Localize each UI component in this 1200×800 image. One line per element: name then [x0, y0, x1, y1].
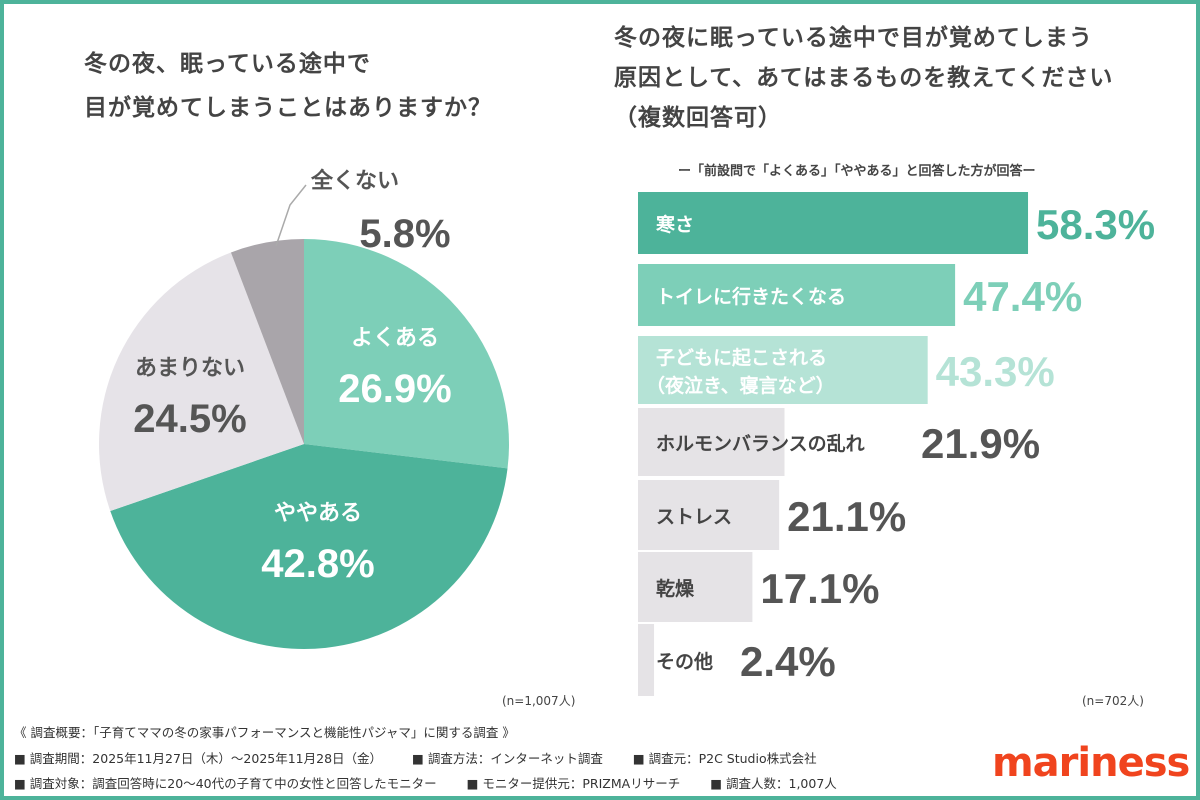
bar [638, 480, 780, 550]
bar-category-label: （夜泣き、寝言など） [646, 374, 835, 397]
pie-slice [230, 239, 304, 444]
footer-target: ■ 調査対象：調査回答時に20～40代の子育て中の女性と回答したモニター [14, 776, 437, 791]
pie-slice-value: 24.5% [133, 397, 246, 441]
pie-slice-value: 5.8% [359, 212, 450, 256]
pie-slice-label: よくある [351, 326, 439, 351]
bar-value-label: 47.4% [963, 273, 1082, 320]
bar [638, 624, 655, 696]
bar-category-label: その他 [656, 650, 713, 673]
footer-method: ■ 調査方法：インターネット調査 [412, 751, 603, 766]
pie-sample-size: (n=1,007人) [502, 694, 576, 708]
bar-category-label: 乾燥 [656, 577, 695, 600]
pie-title-line: 冬の夜、眠っている途中で [84, 51, 371, 77]
bar-sample-size: (n=702人) [1082, 694, 1144, 708]
bar-category-label: トイレに行きたくなる [656, 285, 846, 308]
bar-value-label: 21.9% [921, 420, 1040, 467]
pie-slice-label: ややある [274, 501, 362, 526]
bar-title-line: 冬の夜に眠っている途中で目が覚めてしまう [614, 25, 1093, 51]
footer-provider: ■ モニター提供元：PRIZMAリサーチ [466, 776, 681, 791]
pie-slice [98, 252, 304, 512]
bar-category-label: ストレス [656, 506, 732, 528]
bar [638, 552, 753, 622]
bar [638, 264, 956, 326]
bar-value-label: 21.1% [787, 493, 906, 540]
bar-title-line: 原因として、あてはまるものを教えてください [614, 65, 1114, 91]
bar-title: 冬の夜に眠っている途中で目が覚めてしまう 原因として、あてはまるものを教えてくださ… [614, 18, 1113, 138]
bar-category-label: 子どもに起こされる [656, 347, 827, 369]
footer-source: ■ 調査元：P2C Studio株式会社 [632, 751, 817, 766]
pie-slice-label: あまりない [135, 356, 245, 381]
pie-title: 冬の夜、眠っている途中で目が覚めてしまうことはありますか？ [84, 42, 492, 130]
footer-count: ■ 調査人数：1,007人 [710, 776, 837, 791]
footer-line-3: ■ 調査対象：調査回答時に20～40代の子育て中の女性と回答したモニター ■ モニ… [14, 773, 867, 792]
bar [638, 336, 928, 404]
pie-slice-value: 26.9% [338, 367, 451, 411]
footer-period: ■ 調査期間：2025年11月27日（木）～2025年11月28日（金） [14, 751, 383, 766]
footer-line-2: ■ 調査期間：2025年11月27日（木）～2025年11月28日（金） ■ 調査… [14, 748, 847, 767]
pie-title-line: 目が覚めてしまうことはありますか？ [84, 95, 492, 121]
bar [638, 192, 1029, 254]
mariness-logo: mariness [992, 740, 1190, 786]
bar-category-label: ホルモンバランスの乱れ [656, 433, 865, 455]
pie-slice-value: 42.8% [261, 542, 374, 586]
bar-title-line: （複数回答可） [614, 105, 782, 131]
bar-value-label: 58.3% [1036, 201, 1155, 248]
pie-slice-label: 全くない [310, 168, 399, 194]
bar-value-label: 17.1% [760, 565, 879, 612]
bar-subtitle: ー「前設問で「よくある」「ややある」と回答した方が回答ー [678, 164, 1036, 179]
footer-overview: 《 調査概要：「子育てママの冬の家事パフォーマンスと機能性パジャマ」に関する調査… [14, 725, 515, 740]
pie-leader-line [275, 184, 307, 247]
bar-value-label: 43.3% [936, 348, 1055, 395]
pie-slice [304, 239, 510, 469]
bar-category-label: 寒さ [656, 213, 694, 236]
bar-value-label: 2.4% [740, 638, 836, 685]
pie-slice [110, 444, 508, 649]
bar [638, 408, 785, 476]
